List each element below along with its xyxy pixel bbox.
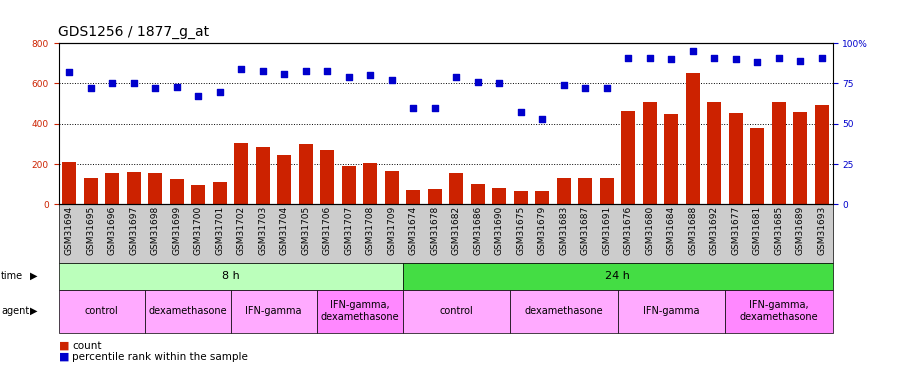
Bar — [772, 102, 786, 204]
Text: IFN-gamma,
dexamethasone: IFN-gamma, dexamethasone — [740, 300, 818, 322]
Point — [686, 48, 700, 54]
Text: 24 h: 24 h — [605, 271, 630, 281]
Text: ■: ■ — [58, 352, 69, 362]
Text: ▶: ▶ — [30, 271, 37, 281]
Bar — [643, 102, 657, 204]
Point — [578, 85, 592, 91]
Bar — [256, 147, 270, 204]
Bar — [492, 188, 506, 204]
Text: dexamethasone: dexamethasone — [525, 306, 603, 316]
Bar — [707, 102, 721, 204]
Text: IFN-gamma,
dexamethasone: IFN-gamma, dexamethasone — [320, 300, 399, 322]
Point — [535, 116, 549, 122]
Bar — [536, 191, 549, 204]
Point — [62, 69, 77, 75]
Bar — [557, 178, 571, 204]
Bar — [148, 173, 162, 204]
Point — [428, 105, 442, 111]
Point — [84, 85, 98, 91]
Point — [342, 74, 356, 80]
Point — [664, 56, 679, 62]
Point — [212, 88, 227, 94]
Bar — [127, 172, 140, 204]
Bar — [62, 162, 77, 204]
Text: control: control — [85, 306, 119, 316]
Point — [320, 68, 335, 74]
Bar — [814, 105, 829, 204]
Bar — [471, 184, 485, 204]
Point — [514, 110, 528, 116]
Point — [621, 55, 635, 61]
Bar — [84, 178, 98, 204]
Point — [643, 55, 657, 61]
Bar — [170, 179, 184, 204]
Bar — [579, 178, 592, 204]
Point — [105, 81, 120, 87]
Text: dexamethasone: dexamethasone — [148, 306, 227, 316]
Bar — [686, 74, 699, 204]
Point — [707, 55, 722, 61]
Point — [191, 93, 205, 99]
Text: control: control — [439, 306, 473, 316]
Bar — [793, 112, 807, 204]
Bar — [234, 143, 248, 204]
Bar — [599, 178, 614, 204]
Text: count: count — [72, 341, 102, 351]
Text: ▶: ▶ — [30, 306, 37, 316]
Bar — [664, 114, 679, 204]
Bar — [192, 185, 205, 204]
Point — [750, 60, 764, 66]
Point — [471, 79, 485, 85]
Text: ■: ■ — [58, 341, 69, 351]
Point — [363, 72, 377, 78]
Point — [406, 105, 420, 111]
Text: 8 h: 8 h — [221, 271, 239, 281]
Point — [492, 81, 507, 87]
Point — [384, 77, 399, 83]
Point — [449, 74, 464, 80]
Bar — [212, 182, 227, 204]
Bar — [428, 189, 442, 204]
Bar — [299, 144, 312, 204]
Bar — [621, 111, 635, 204]
Point — [793, 58, 807, 64]
Bar — [729, 112, 742, 204]
Point — [556, 82, 571, 88]
Text: IFN-gamma: IFN-gamma — [245, 306, 302, 316]
Text: percentile rank within the sample: percentile rank within the sample — [72, 352, 248, 362]
Bar — [342, 166, 356, 204]
Text: time: time — [1, 271, 23, 281]
Point — [729, 56, 743, 62]
Bar — [406, 190, 420, 204]
Bar — [751, 128, 764, 204]
Point — [299, 68, 313, 74]
Bar — [514, 191, 527, 204]
Point — [277, 71, 292, 77]
Point — [169, 84, 184, 90]
Point — [148, 85, 162, 91]
Text: IFN-gamma: IFN-gamma — [643, 306, 699, 316]
Point — [127, 81, 141, 87]
Bar — [277, 155, 292, 204]
Point — [234, 66, 248, 72]
Bar — [105, 173, 119, 204]
Point — [599, 85, 614, 91]
Text: agent: agent — [1, 306, 29, 316]
Bar — [385, 171, 399, 204]
Point — [256, 68, 270, 74]
Text: GDS1256 / 1877_g_at: GDS1256 / 1877_g_at — [58, 26, 210, 39]
Point — [814, 55, 829, 61]
Bar — [364, 163, 377, 204]
Bar — [320, 150, 334, 204]
Bar — [449, 173, 464, 204]
Point — [771, 55, 786, 61]
